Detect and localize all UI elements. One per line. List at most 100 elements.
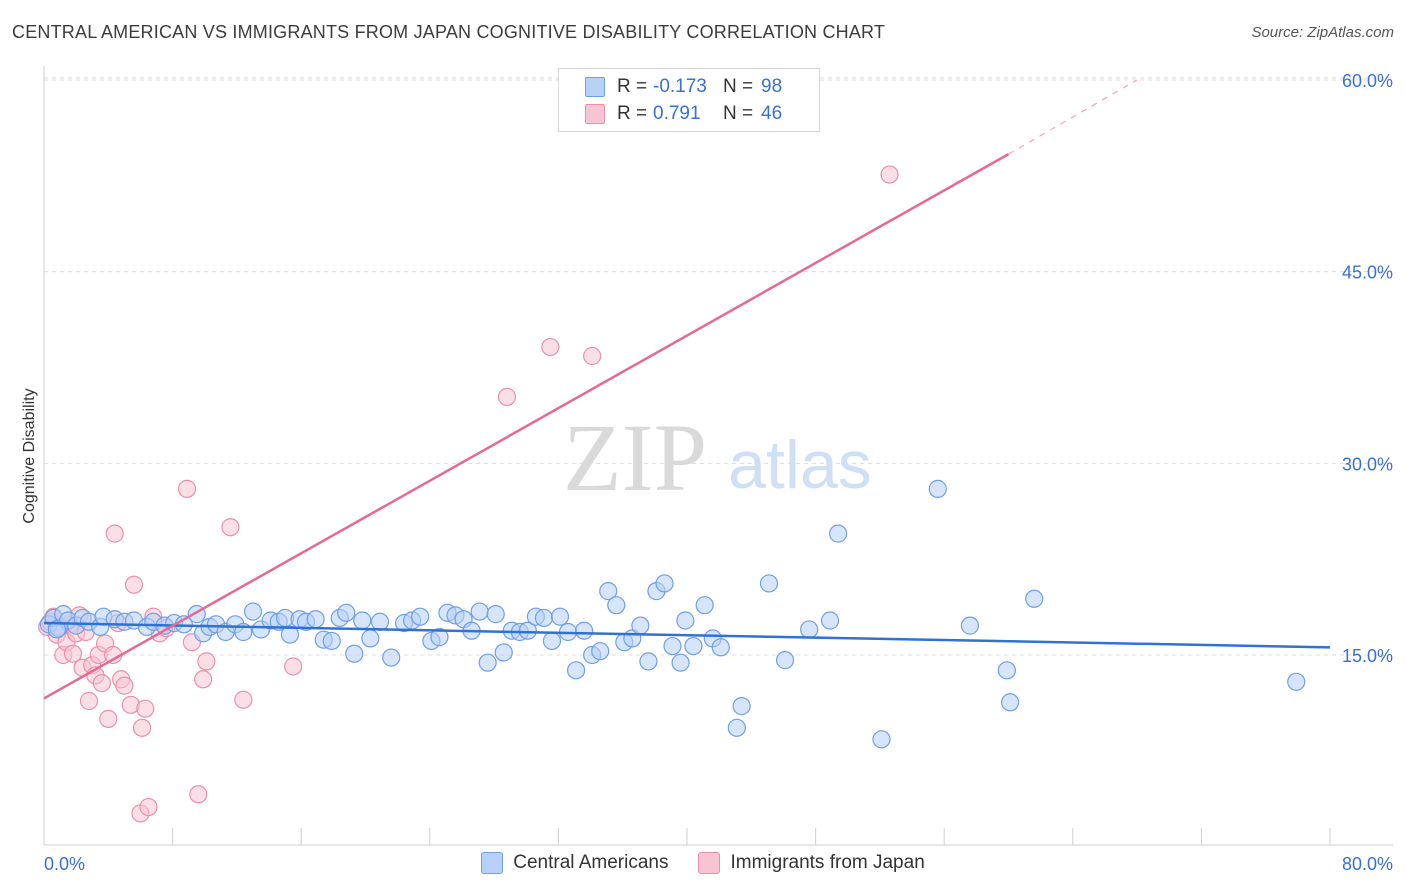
legend-r-label: R =: [617, 103, 648, 124]
pink-swatch-icon: [585, 104, 605, 124]
data-point-central-american: [655, 574, 674, 593]
data-point-central-american: [411, 607, 430, 626]
data-point-central-american: [534, 608, 554, 628]
data-point-central-american: [829, 524, 848, 543]
data-point-central-american: [345, 644, 364, 663]
chart-title: CENTRAL AMERICAN VS IMMIGRANTS FROM JAPA…: [12, 22, 886, 42]
data-point-central-american: [820, 611, 840, 630]
data-point-central-american: [550, 607, 570, 626]
data-point-central-american: [727, 718, 746, 737]
data-point-central-american: [370, 612, 390, 631]
data-point-central-american: [322, 631, 341, 651]
data-point-central-american: [591, 642, 610, 661]
grid-layer: [44, 77, 1393, 656]
data-point-japan: [189, 785, 208, 804]
data-point-central-american: [607, 596, 626, 615]
data-point-japan: [136, 699, 155, 718]
data-point-central-american: [47, 620, 66, 639]
y-tick-label: 60.0%: [1342, 71, 1393, 91]
data-point-central-american: [695, 596, 714, 615]
data-point-central-american: [671, 653, 690, 672]
axes-layer: 15.0% 30.0% 45.0% 60.0%: [43, 66, 1393, 846]
trend-line-japan: [43, 153, 1010, 700]
data-point-central-american: [486, 605, 505, 624]
data-point-central-american: [800, 620, 819, 639]
data-point-japan: [63, 644, 83, 663]
data-point-japan: [105, 524, 124, 543]
y-tick-label: 15.0%: [1342, 646, 1393, 666]
trend-line-japan-extension: [1008, 79, 1138, 155]
data-point-central-american: [997, 661, 1016, 680]
legend-r-value: -0.173: [653, 76, 707, 97]
data-point-japan: [92, 674, 111, 693]
y-axis-label: Cognitive Disability: [21, 388, 38, 523]
trend-lines: [43, 79, 1331, 700]
data-point-central-american: [928, 479, 947, 498]
data-point-central-american: [599, 582, 618, 601]
data-point-japan: [197, 652, 216, 671]
data-point-central-american: [353, 611, 372, 630]
data-point-central-american: [361, 629, 380, 648]
data-point-central-american: [430, 628, 449, 647]
data-point-japan: [99, 709, 118, 728]
y-tick-label: 45.0%: [1342, 263, 1393, 283]
data-point-central-american: [243, 602, 263, 621]
data-point-japan: [194, 670, 213, 689]
data-point-central-american: [872, 730, 891, 749]
data-point-japan: [284, 657, 303, 676]
legend-n-label: N =: [723, 103, 754, 124]
data-point-central-american: [575, 621, 594, 640]
legend-item-immigrants-japan[interactable]: Immigrants from Japan: [698, 852, 925, 874]
legend-r-label: R =: [617, 76, 648, 97]
data-point-central-american: [960, 616, 980, 635]
data-point-central-american: [382, 648, 401, 667]
data-point-central-american: [494, 643, 513, 662]
data-point-japan: [177, 479, 197, 498]
watermark-atlas: atlas: [728, 427, 872, 503]
data-point-central-american: [337, 603, 356, 622]
data-point-central-american: [478, 653, 497, 672]
data-point-japan: [880, 165, 899, 184]
data-point-japan: [139, 797, 158, 817]
data-point-central-american: [566, 661, 586, 680]
data-point-central-american: [639, 652, 658, 671]
legend-n-value: 46: [761, 103, 783, 124]
legend-label: Central Americans: [513, 852, 669, 873]
data-point-central-american: [775, 651, 795, 670]
data-point-central-american: [1287, 672, 1306, 691]
legend-n-value: 98: [761, 76, 783, 97]
data-point-japan: [124, 575, 144, 594]
data-point-japan: [79, 691, 99, 711]
data-point-japan: [497, 387, 517, 406]
data-point-japan: [234, 690, 253, 709]
data-point-central-american: [759, 574, 779, 593]
blue-square-icon: [481, 852, 504, 874]
pink-square-icon: [698, 852, 721, 874]
data-point-central-american: [684, 636, 703, 656]
source-credit: Source: ZipAtlas.com: [1251, 24, 1394, 41]
data-point-japan: [221, 518, 240, 537]
x-tick-label-min: 0.0%: [44, 854, 85, 874]
data-point-central-american: [542, 631, 562, 651]
stats-legend: R = -0.173 N = 98 R = 0.791 N = 46: [558, 68, 820, 132]
data-point-central-american: [1025, 589, 1044, 608]
data-point-central-american: [306, 610, 325, 629]
data-point-central-american: [676, 611, 695, 630]
x-tick-label-max: 80.0%: [1342, 854, 1393, 874]
legend-row-japan: R = 0.791 N = 46: [559, 101, 782, 127]
data-point-central-american: [1001, 693, 1020, 712]
data-point-japan: [132, 718, 152, 737]
data-point-central-american: [470, 602, 489, 621]
trend-line-central-american: [43, 621, 1331, 649]
data-point-central-american: [518, 621, 537, 640]
legend-item-central-americans[interactable]: Central Americans: [481, 852, 668, 874]
watermark: ZIP atlas: [563, 404, 872, 511]
legend-n-label: N =: [723, 76, 754, 97]
data-point-japan: [115, 676, 134, 695]
data-point-japan: [583, 346, 602, 366]
watermark-zip: ZIP: [563, 404, 707, 511]
data-point-central-american: [711, 638, 730, 657]
legend-r-value: 0.791: [653, 103, 701, 124]
data-point-central-american: [631, 616, 650, 635]
